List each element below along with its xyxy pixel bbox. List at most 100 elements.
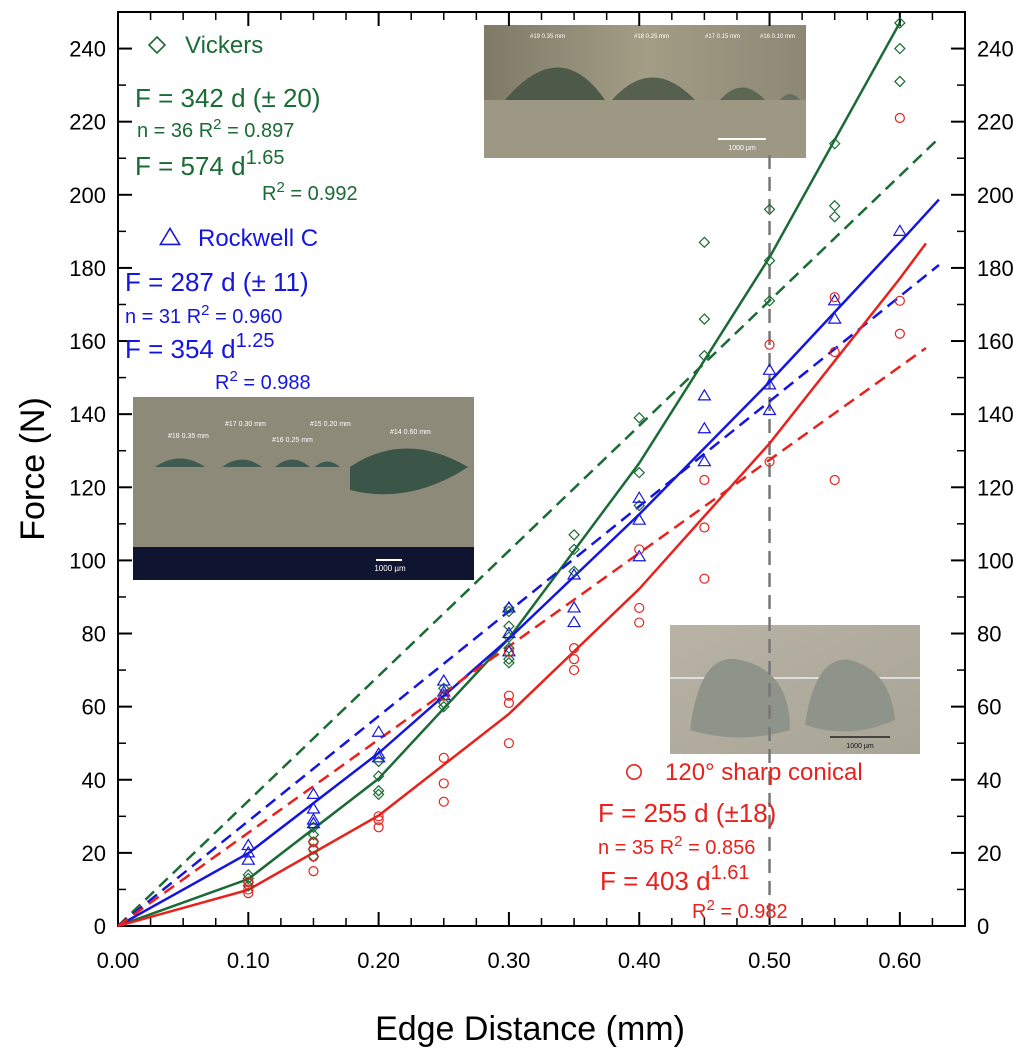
triangle-marker [827,293,842,306]
circle-marker [503,646,515,657]
diamond-marker [698,349,711,362]
triangle-marker [371,747,386,759]
indent [690,658,790,738]
y-tick-label-right: 40 [977,768,1001,793]
circle-marker [438,796,449,807]
inset-photo [484,25,806,158]
equation-part: F = 255 d (±18) [598,798,776,828]
equation: R2 = 0.992 [262,179,358,206]
circle-marker [243,887,254,899]
circle-marker [503,738,515,749]
equation-part: = 0.856 [683,837,756,859]
circle-marker [243,884,254,895]
x-tick-label: 0.40 [618,948,661,973]
y-tick-label-right: 240 [977,37,1013,62]
diamond-marker [242,868,255,881]
y-tick-label-right: 80 [977,622,1001,647]
equation-part: F = 574 d [135,151,246,181]
superscript: 1.25 [236,330,275,352]
equation-part: F = 354 d [125,334,236,364]
x-tick-label: 0.20 [357,948,400,973]
legend-label: Rockwell C [198,225,318,252]
superscript: 1.65 [246,147,285,169]
superscript: 2 [201,302,209,319]
triangle-marker [697,454,712,467]
equation-part: = 0.988 [238,372,311,394]
diamond-marker [503,642,515,654]
equation-part: = 0.960 [210,306,283,328]
superscript: 2 [213,116,221,133]
inset-photo [133,397,474,580]
diamond-marker [307,828,320,841]
triangle-marker [371,750,386,763]
circle-marker [438,778,449,789]
photo-base [133,547,474,580]
legend-label: 120° sharp conical [665,759,863,786]
y-tick-label-right: 100 [977,548,1013,573]
circle-marker [568,664,580,676]
diamond-marker [503,656,515,669]
triangle-marker [567,567,582,580]
triangle-marker [567,600,582,613]
triangle-marker [241,838,256,851]
equation-part: R [215,372,229,394]
equation-part: F = 287 d (± 11) [125,267,309,297]
circle-marker [373,811,384,822]
circle-marker [829,292,840,303]
scale-bar-label: 1000 µm [374,564,406,573]
indent [805,659,895,732]
inset-photo [670,625,920,754]
superscript: 2 [229,368,237,385]
equation: F = 403 d1.61 [600,862,750,896]
circle-marker [829,474,840,486]
indent [350,448,468,495]
y-tick-label: 100 [69,548,106,573]
inset-label: #19 0.35 mm [530,34,565,40]
y-tick-label-right: 160 [977,329,1013,354]
equation: n = 35 R2 = 0.856 [598,833,755,860]
indent [155,458,205,467]
diamond-marker [763,254,776,267]
circle-marker [634,602,645,614]
triangle-marker [241,845,256,858]
circle-marker [373,822,384,833]
circle-marker [894,295,905,306]
y-tick-label: 20 [82,841,106,866]
diamond-marker [633,411,646,424]
circle-marker [308,836,319,848]
y-tick-label: 220 [69,110,106,135]
equation: F = 574 d1.65 [135,147,285,181]
circle-marker [699,474,710,486]
equation: R2 = 0.982 [692,897,788,924]
diamond-marker [242,879,255,892]
circle-marker [308,851,319,862]
equation-part: = 0.982 [715,901,788,923]
y-tick-label: 140 [69,402,106,427]
diamond-marker [568,565,580,578]
y-tick-label-right: 220 [977,110,1013,135]
circle-marker [568,654,580,665]
indent [612,77,695,100]
triangle-marker [306,816,321,829]
fit-line [117,242,927,928]
y-tick-label: 120 [69,475,106,500]
diamond-marker [763,203,776,216]
diamond-marker [503,631,515,644]
triangle-marker [436,684,451,697]
y-tick-label: 60 [82,695,106,720]
circle-marker [894,112,905,124]
diamond-marker [828,210,841,223]
superscript: 1.61 [711,862,750,884]
circle-marker [634,617,645,628]
legend-marker [625,763,642,780]
y-tick-label-right: 180 [977,256,1013,281]
diamond-marker [372,784,385,797]
inset-label: #15 0.20 mm [310,421,351,428]
y-tick-label-right: 140 [977,402,1013,427]
circle-marker [438,752,449,763]
y-axis-title: Force (N) [14,397,52,541]
circle-marker [699,573,710,584]
diamond-marker [503,605,515,618]
y-tick-label-right: 0 [977,914,989,939]
